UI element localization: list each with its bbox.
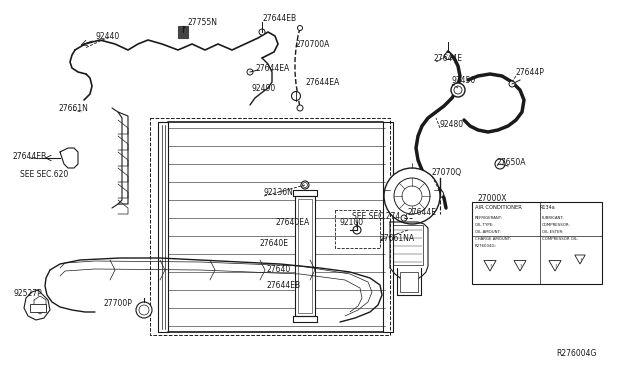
Text: 27640E: 27640E: [260, 240, 289, 248]
Circle shape: [291, 92, 301, 100]
Text: 27644EB: 27644EB: [263, 13, 297, 22]
Text: !: !: [579, 257, 581, 263]
Text: LUBRICANT:: LUBRICANT:: [542, 216, 564, 220]
Circle shape: [136, 302, 152, 318]
Text: 92527P: 92527P: [13, 289, 42, 298]
Circle shape: [495, 159, 505, 169]
Bar: [178, 26, 188, 38]
Text: 27650A: 27650A: [497, 157, 527, 167]
Polygon shape: [484, 260, 496, 271]
Text: 27644EB: 27644EB: [12, 151, 46, 160]
Circle shape: [298, 106, 303, 110]
Text: 27700P: 27700P: [103, 299, 132, 308]
Bar: [30, 304, 46, 312]
Text: COMPRESSOR OIL:: COMPRESSOR OIL:: [542, 237, 579, 241]
Circle shape: [139, 305, 149, 315]
Circle shape: [394, 178, 430, 214]
Text: 27000X: 27000X: [478, 193, 508, 202]
Text: 27640: 27640: [267, 266, 291, 275]
Text: 92490: 92490: [251, 83, 275, 93]
Circle shape: [401, 215, 407, 221]
Polygon shape: [575, 255, 585, 264]
Text: 27661N: 27661N: [58, 103, 88, 112]
Text: 27640EA: 27640EA: [276, 218, 310, 227]
Circle shape: [303, 183, 307, 187]
Text: 27755N: 27755N: [188, 17, 218, 26]
Bar: [295, 196, 315, 316]
Circle shape: [451, 83, 465, 97]
Text: 27070Q: 27070Q: [432, 167, 462, 176]
Text: SEE SEC.620: SEE SEC.620: [20, 170, 68, 179]
Text: SEE SEC.274: SEE SEC.274: [352, 212, 400, 221]
Polygon shape: [549, 260, 561, 271]
Text: 27661NA: 27661NA: [380, 234, 415, 243]
Text: !: !: [489, 263, 491, 269]
Text: CHARGE AMOUNT:: CHARGE AMOUNT:: [475, 237, 511, 241]
Text: 27644EA: 27644EA: [255, 64, 289, 73]
Circle shape: [402, 186, 422, 206]
Text: REFRIGERANT:: REFRIGERANT:: [475, 216, 503, 220]
Text: 92100: 92100: [340, 218, 364, 227]
Circle shape: [247, 69, 253, 75]
Text: 92440: 92440: [95, 32, 119, 41]
Text: OIL TYPE:: OIL TYPE:: [475, 223, 493, 227]
Text: !: !: [519, 263, 521, 269]
Text: 27644P: 27644P: [516, 67, 545, 77]
Text: R276004G: R276004G: [556, 350, 596, 359]
Circle shape: [445, 52, 451, 60]
Text: OIL AMOUNT:: OIL AMOUNT:: [475, 230, 500, 234]
Circle shape: [297, 105, 303, 111]
Circle shape: [353, 226, 361, 234]
Text: 27644E: 27644E: [434, 54, 463, 62]
Text: 92450: 92450: [452, 76, 476, 84]
Text: 27644EB: 27644EB: [267, 282, 301, 291]
Text: 92136N: 92136N: [264, 187, 294, 196]
Text: OIL ESTER:: OIL ESTER:: [542, 230, 563, 234]
Text: 92480: 92480: [440, 119, 464, 128]
Polygon shape: [514, 260, 526, 271]
Bar: [298, 199, 312, 313]
Circle shape: [436, 190, 444, 198]
Bar: [472, 202, 602, 284]
Circle shape: [298, 26, 303, 31]
Text: AIR CONDITIONER: AIR CONDITIONER: [475, 205, 522, 209]
Circle shape: [454, 86, 462, 94]
Text: COMPRESSOR:: COMPRESSOR:: [542, 223, 571, 227]
Text: 27644EA: 27644EA: [306, 77, 340, 87]
Circle shape: [301, 181, 309, 189]
Bar: [400, 272, 418, 292]
Text: R276004G:: R276004G:: [475, 244, 497, 248]
Text: !: !: [554, 263, 556, 269]
Text: 270700A: 270700A: [296, 39, 330, 48]
Circle shape: [509, 81, 515, 87]
Text: 27644E: 27644E: [408, 208, 437, 217]
Circle shape: [384, 168, 440, 224]
Text: R134a: R134a: [540, 205, 556, 209]
Circle shape: [259, 29, 265, 35]
